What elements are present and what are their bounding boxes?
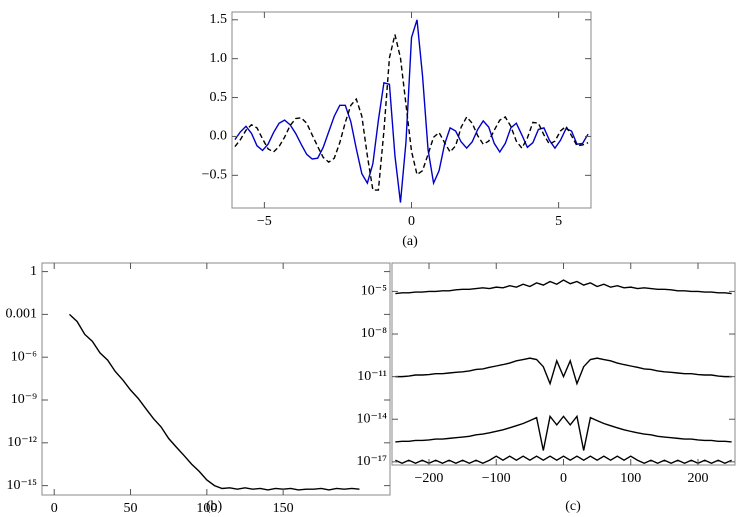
x-tick-label: 50 [124, 501, 138, 516]
caption: (b) [206, 499, 223, 514]
y-tick-label: 1 [30, 264, 37, 279]
y-tick-label: 10⁻⁶ [11, 349, 37, 364]
y-tick-label: 10⁻¹² [7, 435, 37, 450]
data-line [395, 455, 732, 464]
x-tick-label: 100 [196, 501, 217, 516]
x-tick-label: 5 [555, 214, 562, 229]
data-line [395, 414, 732, 451]
y-tick-label: 0.001 [6, 307, 38, 322]
y-tick-label: −0.5 [202, 168, 227, 183]
y-tick-label: 0.5 [210, 90, 228, 105]
y-tick-label: 10⁻⁵ [361, 284, 387, 299]
panel: −200 −100 0 100 200 10⁻¹⁷ 10⁻¹⁴ 10⁻¹¹ 10⁻⁸ 10⁻⁵ (c… [357, 262, 736, 514]
y-tick-label: 10⁻¹¹ [357, 369, 387, 384]
y-tick-label: 10⁻⁸ [361, 326, 387, 341]
caption: (c) [565, 499, 581, 514]
panel: 0 50 100 150 10⁻¹⁵ 10⁻¹² 10⁻⁹ 10⁻⁶ 0.001 1 (b) [6, 262, 391, 516]
x-tick-label: 150 [273, 501, 294, 516]
y-tick-label: 10⁻¹⁴ [357, 411, 388, 426]
data-line [234, 19, 589, 203]
x-tick-label: 0 [408, 214, 415, 229]
x-tick-label: 100 [620, 471, 641, 486]
x-tick-label: −5 [257, 214, 272, 229]
y-tick-label: 1.5 [210, 12, 228, 27]
data-line [234, 34, 589, 191]
x-tick-label: 0 [51, 501, 58, 516]
y-tick-label: 10⁻¹⁷ [357, 454, 388, 469]
x-tick-label: −200 [415, 471, 444, 486]
data-line [395, 357, 732, 386]
panel: −5 0 5 −0.5 0.0 0.5 1.0 1.5 (a) [202, 11, 592, 249]
y-tick-label: 10⁻¹⁵ [7, 478, 38, 493]
data-line [68, 313, 360, 491]
x-tick-label: 0 [560, 471, 567, 486]
data-line [395, 279, 732, 295]
plot-frame [391, 262, 736, 466]
y-tick-label: 10⁻⁹ [11, 392, 37, 407]
x-tick-label: 200 [688, 471, 709, 486]
x-tick-label: −100 [482, 471, 511, 486]
y-tick-label: 0.0 [210, 129, 228, 144]
plot-frame [41, 262, 391, 496]
caption: (a) [402, 234, 418, 249]
y-tick-label: 1.0 [210, 51, 228, 66]
